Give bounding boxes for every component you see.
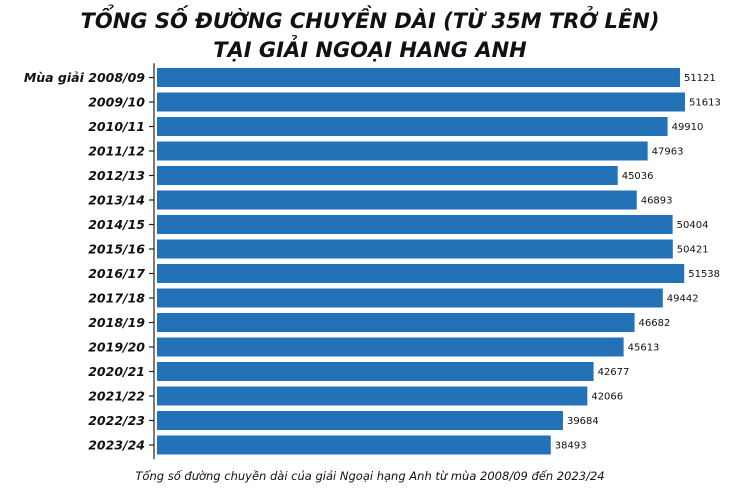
bar [157,386,588,406]
value-label: 47963 [652,147,684,158]
value-label: 42677 [598,367,630,378]
bar [157,166,618,185]
value-label: 42066 [591,392,623,403]
category-label: Mùa giải 2008/09 [24,70,145,85]
bar [157,313,635,332]
bar [157,435,551,455]
value-label: 45613 [628,343,660,354]
category-label: 2017/18 [88,291,145,306]
value-label: 51121 [684,73,716,84]
bar [157,239,673,259]
value-label: 46893 [641,196,673,207]
bar [157,117,668,136]
value-label: 45036 [622,171,654,182]
bar [157,92,685,112]
chart-title-line-1: TỔNG SỐ ĐƯỜNG CHUYỀN DÀI (TỪ 35M TRỞ LÊN… [81,4,660,33]
value-label: 38493 [555,441,587,452]
bar-series: 51121 51613 49910 47963 45036 46893 50404 50421… [157,68,721,455]
category-label: 2015/16 [88,242,145,257]
bar [157,362,594,381]
category-label: 2018/19 [88,315,145,330]
category-label: 2010/11 [88,119,145,134]
category-label: 2020/21 [88,364,145,379]
value-label: 51538 [688,269,720,280]
category-label: 2023/24 [88,438,145,453]
value-label: 39684 [567,416,599,427]
value-label: 51613 [689,98,721,109]
category-label: 2013/14 [88,193,145,208]
category-label: 2014/15 [88,217,145,232]
category-label: 2022/23 [88,413,145,428]
category-label: 2016/17 [88,266,145,281]
value-label: 49910 [672,122,704,133]
bar [157,288,663,308]
bar [157,337,624,357]
value-label: 50404 [677,220,709,231]
bar [157,68,680,87]
value-label: 49442 [667,294,699,305]
category-label: 2021/22 [88,389,145,404]
chart-caption: Tổng số đường chuyền dài của giải Ngoại … [135,469,604,483]
value-label: 50421 [677,245,709,256]
chart-title-line-2: TẠI GIẢI NGOẠI HANG ANH [213,35,527,62]
category-axis: Mùa giải 2008/09 2009/10 2010/11 2011/12 201… [24,63,155,460]
category-label: 2009/10 [88,95,145,110]
category-label: 2019/20 [88,340,145,355]
bar [157,190,637,210]
bar [157,264,685,283]
value-label: 46682 [639,318,671,329]
category-label: 2012/13 [88,168,145,183]
bar [157,141,648,161]
bar [157,215,673,234]
bar [157,411,563,430]
category-label: 2011/12 [88,144,145,159]
